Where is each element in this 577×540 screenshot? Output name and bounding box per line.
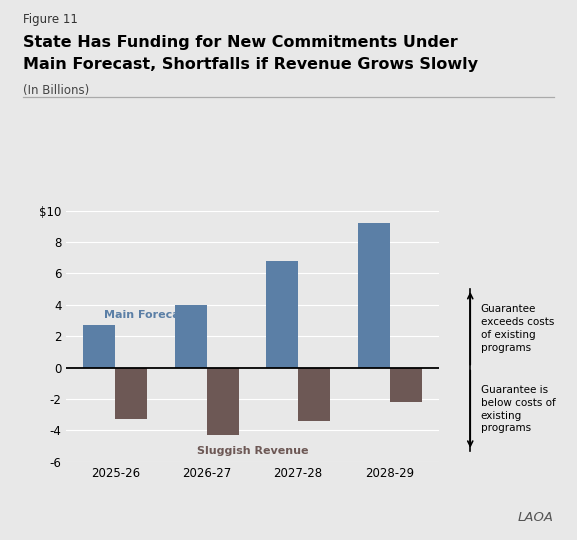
Text: Sluggish Revenue: Sluggish Revenue — [197, 446, 308, 456]
Text: Figure 11: Figure 11 — [23, 14, 78, 26]
Text: Main Forecast: Main Forecast — [104, 310, 192, 320]
Bar — [266, 261, 298, 368]
Text: LAOA: LAOA — [518, 511, 554, 524]
Bar — [389, 368, 422, 402]
Bar — [83, 325, 115, 368]
Text: Main Forecast, Shortfalls if Revenue Grows Slowly: Main Forecast, Shortfalls if Revenue Gro… — [23, 57, 478, 72]
Bar — [115, 368, 147, 420]
Bar — [298, 368, 330, 421]
Text: Guarantee
exceeds costs
of existing
programs: Guarantee exceeds costs of existing prog… — [481, 304, 554, 353]
Text: State Has Funding for New Commitments Under: State Has Funding for New Commitments Un… — [23, 35, 458, 50]
Bar — [207, 368, 239, 435]
Text: Guarantee is
below costs of
existing
programs: Guarantee is below costs of existing pro… — [481, 385, 556, 433]
Text: (In Billions): (In Billions) — [23, 84, 89, 97]
Bar — [358, 223, 389, 368]
Bar — [175, 305, 207, 368]
